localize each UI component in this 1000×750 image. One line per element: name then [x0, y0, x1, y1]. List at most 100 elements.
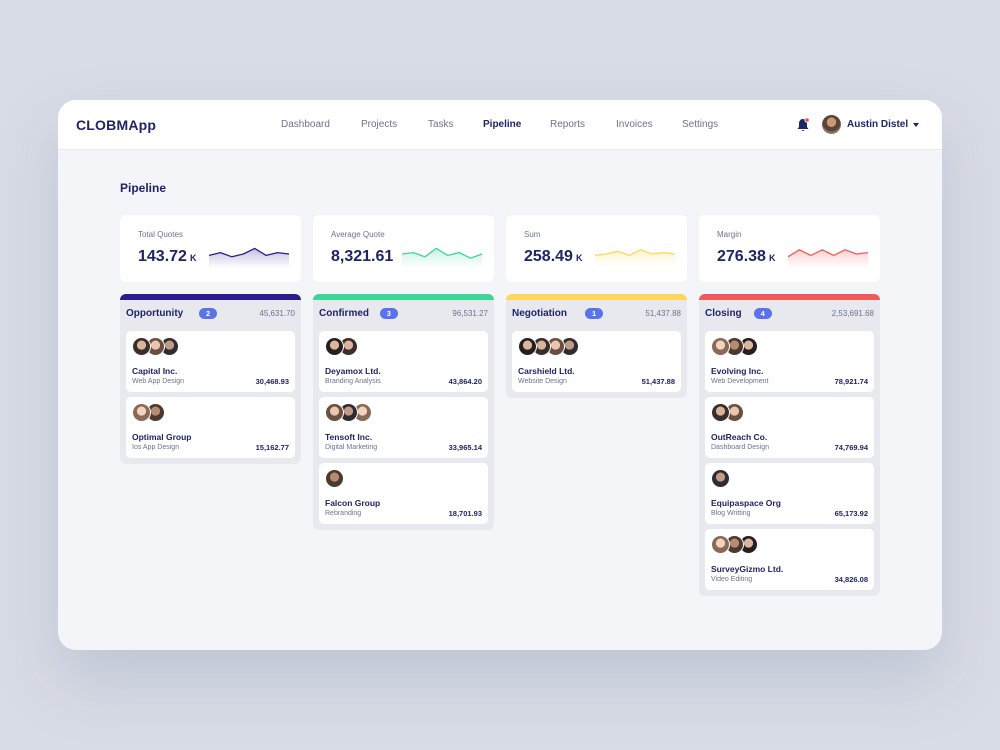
- kpi-card[interactable]: Margin 276.38 K: [699, 215, 880, 282]
- column-header: Confirmed 3 96,531.27: [313, 300, 494, 326]
- column-color-bar: [313, 294, 494, 300]
- column-title: Opportunity: [126, 308, 184, 319]
- kpi-card[interactable]: Average Quote 8,321.61: [313, 215, 494, 282]
- kpi-unit: K: [575, 253, 583, 263]
- sparkline-line: [209, 247, 289, 258]
- app-window: CLOBMApp Dashboard Projects Tasks Pipeli…: [58, 100, 942, 650]
- deal-card[interactable]: Carshield Ltd. Website Design 51,437.88: [512, 331, 681, 392]
- column-color-bar: [699, 294, 880, 300]
- deal-card[interactable]: Deyamox Ltd. Branding Analysis 43,864.20: [319, 331, 488, 392]
- deal-service: Blog Writting: [711, 510, 751, 517]
- column-title: Confirmed: [319, 308, 369, 319]
- deal-amount: 15,162.77: [255, 443, 289, 452]
- deal-service: Branding Analysis: [325, 378, 381, 385]
- column-header: Negotiation 1 51,437.88: [506, 300, 687, 326]
- deal-card[interactable]: Optimal Group Ios App Design 15,162.77: [126, 397, 295, 458]
- avatar[interactable]: [132, 403, 151, 422]
- avatar[interactable]: [325, 469, 344, 488]
- deal-company: Capital Inc.: [132, 366, 178, 376]
- deal-company: Falcon Group: [325, 498, 381, 508]
- sparkline-area: [595, 249, 675, 268]
- kpi-sparkline: [788, 249, 868, 268]
- kpi-card[interactable]: Total Quotes 143.72 K: [120, 215, 301, 282]
- nav-item-pipeline[interactable]: Pipeline: [483, 119, 522, 130]
- column-count-badge: 4: [753, 308, 772, 319]
- sparkline-line: [788, 249, 868, 258]
- pipeline-column-confirmed: Confirmed 3 96,531.27 Deyamox Ltd. Branding …: [313, 294, 494, 530]
- column-total: 2,53,691.68: [831, 309, 874, 318]
- column-header: Closing 4 2,53,691.68: [699, 300, 880, 326]
- avatar[interactable]: [325, 337, 344, 356]
- deal-company: Evolving Inc.: [711, 366, 764, 376]
- deal-card[interactable]: Falcon Group Rebranding 18,701.93: [319, 463, 488, 524]
- kpi-label: Margin: [717, 230, 742, 239]
- sparkline-area: [209, 248, 289, 268]
- deal-amount: 65,173.92: [834, 509, 868, 518]
- kpi-value: 258.49 K: [524, 248, 582, 266]
- kpi-card[interactable]: Sum 258.49 K: [506, 215, 687, 282]
- avatar[interactable]: [325, 403, 344, 422]
- app-logo[interactable]: CLOBMApp: [76, 117, 157, 133]
- kpi-value: 143.72 K: [138, 248, 196, 266]
- sparkline-line: [595, 249, 675, 257]
- nav-item-reports[interactable]: Reports: [550, 119, 586, 130]
- chevron-down-icon[interactable]: [913, 123, 919, 127]
- deal-amount: 51,437.88: [641, 377, 675, 386]
- column-count-badge: 3: [379, 308, 398, 319]
- main-nav: Dashboard Projects Tasks Pipeline Report…: [58, 119, 942, 133]
- avatar[interactable]: [711, 403, 730, 422]
- deal-amount: 34,826.08: [834, 575, 868, 584]
- deal-service: Web Development: [711, 378, 769, 385]
- kpi-sparkline: [209, 247, 289, 268]
- avatar[interactable]: [132, 337, 151, 356]
- nav-item-tasks[interactable]: Tasks: [428, 119, 454, 130]
- deal-service: Digital Marketing: [325, 444, 378, 451]
- deal-amount: 74,769.94: [834, 443, 868, 452]
- deal-card[interactable]: SurveyGizmo Ltd. Video Editing 34,826.08: [705, 529, 874, 590]
- nav-item-dashboard[interactable]: Dashboard: [281, 119, 330, 130]
- nav-item-projects[interactable]: Projects: [361, 119, 398, 130]
- avatar[interactable]: [711, 469, 730, 488]
- column-color-bar: [506, 294, 687, 300]
- deal-company: Tensoft Inc.: [325, 432, 373, 442]
- deal-service: Website Design: [518, 378, 567, 385]
- column-total: 45,631.70: [259, 309, 295, 318]
- user-avatar[interactable]: [822, 115, 841, 134]
- deal-company: Equipaspace Org: [711, 498, 781, 508]
- kpi-value: 8,321.61: [331, 248, 396, 266]
- kpi-unit: K: [189, 253, 197, 263]
- avatar[interactable]: [518, 337, 537, 356]
- kpi-label: Average Quote: [331, 230, 385, 239]
- deal-amount: 30,468.93: [255, 377, 289, 386]
- pipeline-column-opportunity: Opportunity 2 45,631.70 Capital Inc. Web App…: [120, 294, 301, 464]
- column-count-badge: 2: [199, 308, 218, 319]
- avatar[interactable]: [711, 535, 730, 554]
- deal-card[interactable]: Tensoft Inc. Digital Marketing 33,965.14: [319, 397, 488, 458]
- kpi-number: 258.49: [524, 248, 573, 265]
- user-name[interactable]: Austin Distel: [847, 119, 909, 130]
- top-navigation-bar: CLOBMApp Dashboard Projects Tasks Pipeli…: [58, 100, 942, 150]
- kpi-label: Sum: [524, 230, 541, 239]
- deal-card[interactable]: OutReach Co. Dashboard Design 74,769.94: [705, 397, 874, 458]
- bell-icon[interactable]: [796, 117, 810, 133]
- nav-item-invoices[interactable]: Invoices: [616, 119, 653, 130]
- nav-item-settings[interactable]: Settings: [682, 119, 719, 130]
- kpi-number: 276.38: [717, 248, 766, 265]
- page-title: Pipeline: [120, 181, 167, 195]
- deal-amount: 43,864.20: [448, 377, 482, 386]
- sparkline-area: [402, 248, 482, 268]
- kpi-sparkline: [402, 247, 482, 268]
- kpi-number: 143.72: [138, 248, 187, 265]
- deal-card[interactable]: Capital Inc. Web App Design 30,468.93: [126, 331, 295, 392]
- deal-company: SurveyGizmo Ltd.: [711, 564, 784, 574]
- deal-amount: 18,701.93: [448, 509, 482, 518]
- kpi-unit: K: [768, 253, 776, 263]
- kpi-number: 8,321.61: [331, 248, 394, 265]
- avatar[interactable]: [711, 337, 730, 356]
- column-title: Negotiation: [512, 308, 567, 319]
- deal-company: Deyamox Ltd.: [325, 366, 381, 376]
- column-title: Closing: [705, 308, 742, 319]
- deal-company: Optimal Group: [132, 432, 192, 442]
- deal-card[interactable]: Evolving Inc. Web Development 78,921.74: [705, 331, 874, 392]
- deal-card[interactable]: Equipaspace Org Blog Writting 65,173.92: [705, 463, 874, 524]
